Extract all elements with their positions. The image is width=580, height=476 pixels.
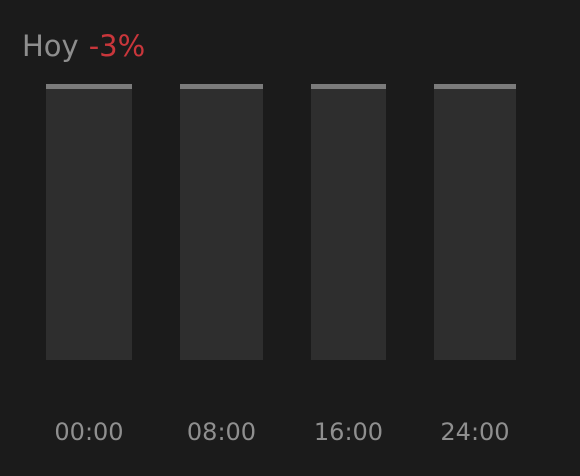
period-label: Hoy [22,29,79,63]
x-tick-label: 24:00 [440,418,509,446]
change-percentage: -3% [88,29,146,63]
x-tick-label: 00:00 [54,418,123,446]
bar-1600 [311,84,386,360]
bar-cap-0800 [180,84,263,89]
bar-cap-2400 [434,84,516,89]
bar-0000 [46,84,132,360]
bar-cap-0000 [46,84,132,89]
x-tick-label: 16:00 [314,418,383,446]
bar-2400 [434,84,516,360]
bar-cap-1600 [311,84,386,89]
bar-0800 [180,84,263,360]
chart-header: Hoy -3% [22,28,145,64]
x-tick-label: 08:00 [187,418,256,446]
